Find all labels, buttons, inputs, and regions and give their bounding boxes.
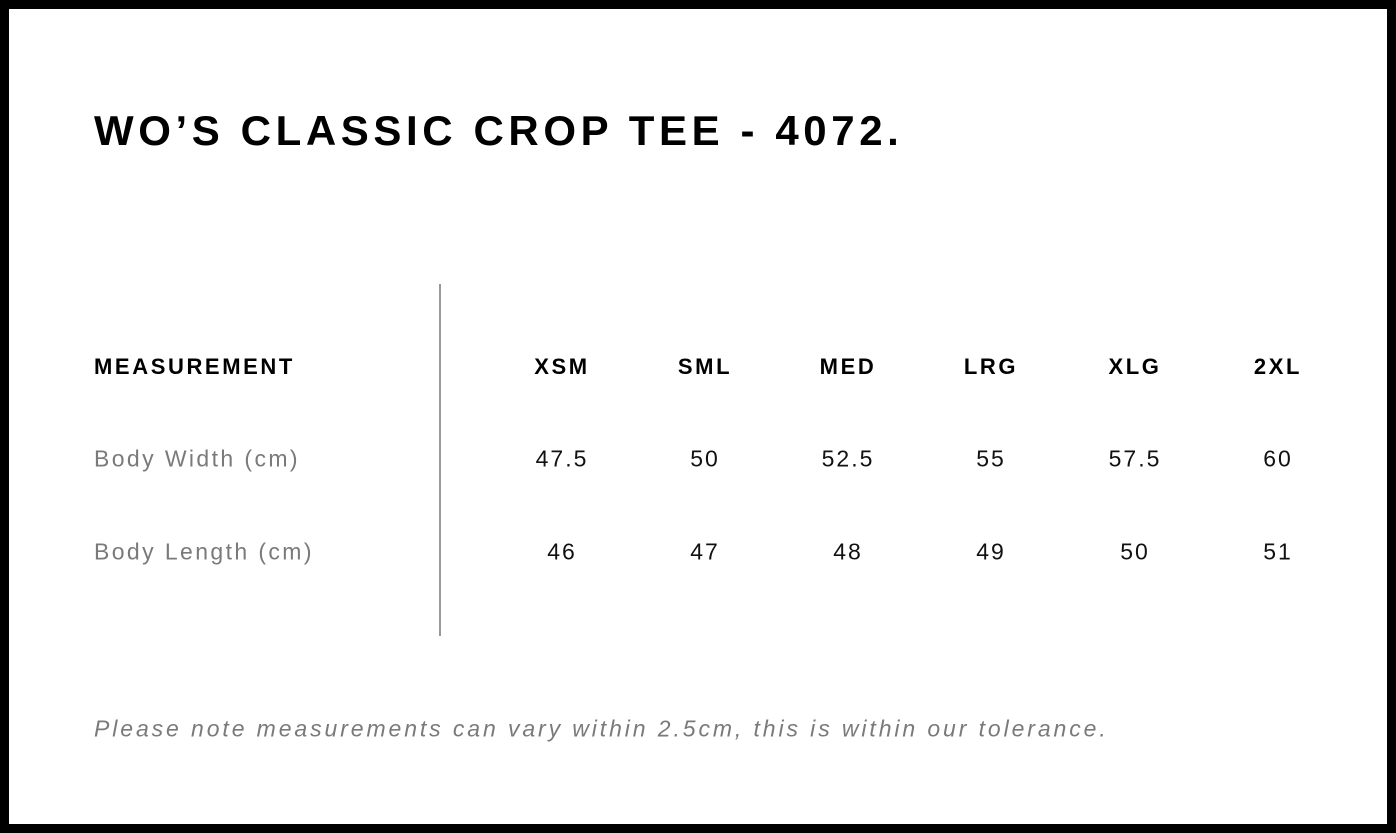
table-cell: 55 <box>976 445 1006 472</box>
table-cell: 57.5 <box>1108 445 1162 472</box>
table-cell: 46 <box>547 538 577 565</box>
table-cell: 50 <box>690 445 720 472</box>
size-header-xlg: XLG <box>1108 354 1162 379</box>
page-title: WO’S CLASSIC CROP TEE - 4072. <box>94 107 904 154</box>
table-cell: 60 <box>1263 445 1293 472</box>
size-chart-card: WO’S CLASSIC CROP TEE - 4072. MEASUREMEN… <box>9 9 1387 824</box>
size-header-sml: SML <box>677 354 733 379</box>
table-cell: 49 <box>976 538 1006 565</box>
row-label-body-width: Body Width (cm) <box>94 445 300 472</box>
measurement-header: MEASUREMENT <box>94 354 295 379</box>
tolerance-note: Please note measurements can vary within… <box>94 715 1109 742</box>
table-cell: 47.5 <box>535 445 589 472</box>
table-cell: 48 <box>833 538 863 565</box>
row-label-body-length: Body Length (cm) <box>94 538 314 565</box>
size-header-2xl: 2XL <box>1253 354 1303 379</box>
table-cell: 51 <box>1263 538 1293 565</box>
table-cell: 52.5 <box>821 445 875 472</box>
table-cell: 47 <box>690 538 720 565</box>
size-header-med: MED <box>819 354 877 379</box>
table-cell: 50 <box>1120 538 1150 565</box>
column-divider <box>439 284 441 636</box>
size-header-lrg: LRG <box>963 354 1019 379</box>
size-header-xsm: XSM <box>534 354 590 379</box>
